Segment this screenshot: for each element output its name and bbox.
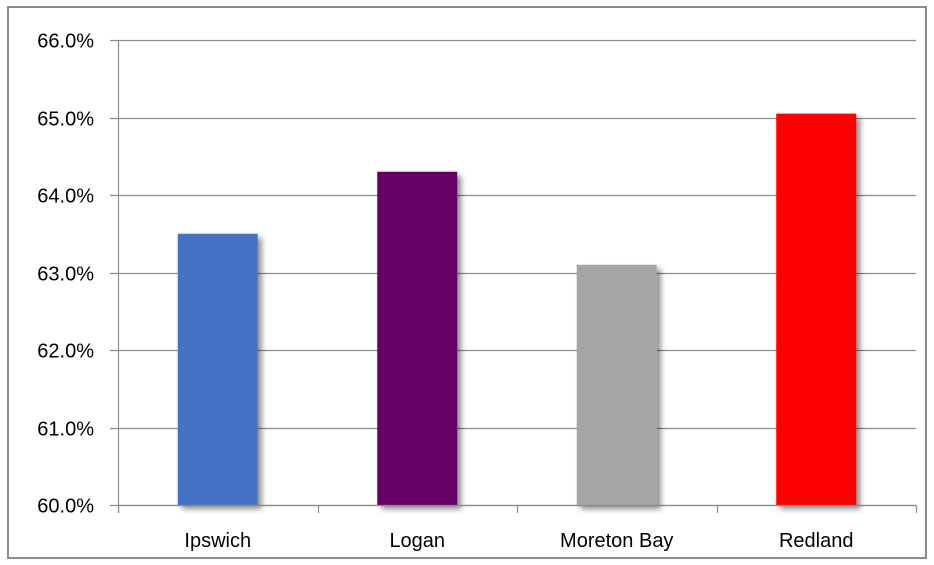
y-tick-label: 65.0%: [37, 109, 94, 131]
bars: [177, 113, 857, 505]
axes: [117, 40, 918, 513]
x-tick-label: Ipswich: [184, 530, 251, 552]
bar-moreton-bay: [576, 264, 657, 505]
tick-labels: 60.0% 61.0% 62.0% 63.0% 64.0% 65.0% 66.0% Ipswi…: [37, 31, 853, 553]
y-tick-label: 60.0%: [37, 496, 94, 518]
y-tick-label: 62.0%: [37, 341, 94, 363]
chart-frame: [7, 6, 927, 559]
x-tick-label: Redland: [779, 530, 854, 552]
y-tick-label: 61.0%: [37, 419, 94, 441]
bar-redland: [776, 113, 857, 505]
x-tick-label: Moreton Bay: [560, 530, 673, 552]
bar-logan: [377, 171, 458, 505]
y-tick-label: 66.0%: [37, 31, 94, 53]
y-tick-label: 64.0%: [37, 186, 94, 208]
bar-ipswich: [177, 233, 258, 505]
y-tick-label: 63.0%: [37, 264, 94, 286]
x-tick-label: Logan: [389, 530, 445, 552]
